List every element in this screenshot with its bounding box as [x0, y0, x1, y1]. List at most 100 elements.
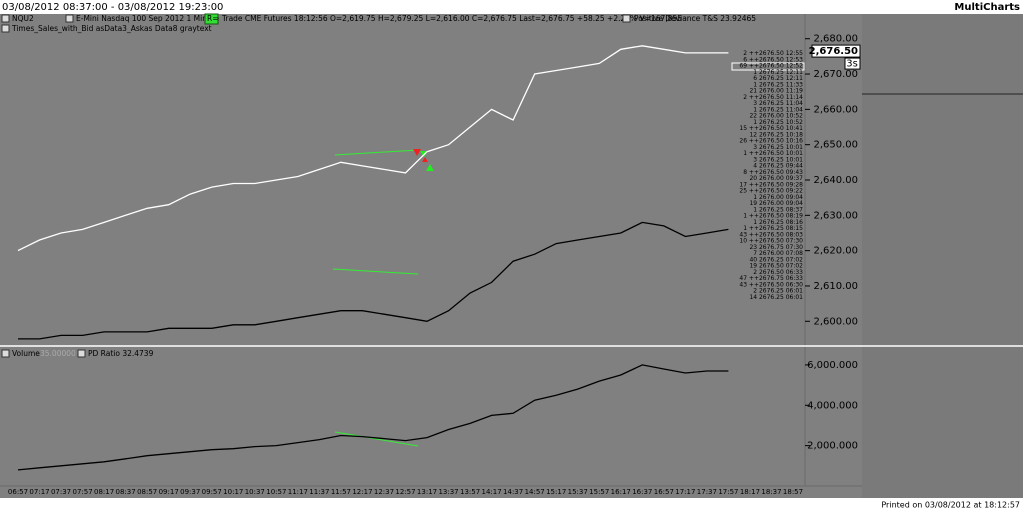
y-tick-label: 2,660.00 [813, 104, 858, 115]
x-tick-label: 15:57 [589, 488, 609, 496]
x-tick-label: 18:37 [761, 488, 781, 496]
time-and-sales-row: 2 2676.25 06:01 [753, 288, 803, 295]
last-price-box [811, 44, 861, 58]
sell-arrow [422, 157, 428, 162]
time-and-sales-row: 19 2676.00 09:04 [749, 200, 803, 207]
x-tick-label: 17:17 [675, 488, 695, 496]
x-tick-label: 17:37 [697, 488, 717, 496]
quote: Trade CME Futures 18:12:56 O=2,619.75 H=… [221, 14, 682, 23]
sell-arrow [413, 149, 421, 156]
time-and-sales-row: 1 2676.00 09:04 [753, 194, 803, 201]
chart-background [0, 14, 1023, 498]
time-and-sales-row: 14 2676.25 06:01 [749, 294, 803, 301]
x-tick-label: 08:17 [94, 488, 114, 496]
x-tick-label: 16:57 [654, 488, 674, 496]
title-bar [0, 0, 1023, 14]
time-and-sales-row: 12 2676.25 10:18 [749, 131, 803, 138]
time-and-sales-row: 21 2676.00 11:19 [749, 88, 803, 95]
x-tick-label: 14:57 [525, 488, 545, 496]
study2: Times_Sales_with_Bid asData3_Askas Data8… [11, 24, 212, 33]
x-tick-label: 09:57 [202, 488, 222, 496]
time-and-sales-row: 23 2676.75 07:30 [749, 244, 803, 251]
x-tick-label: 08:37 [116, 488, 136, 496]
x-tick-label: 13:37 [438, 488, 458, 496]
time-and-sales-row: 2 ++2676.50 12:55 [743, 50, 803, 57]
x-tick-label: 11:17 [288, 488, 308, 496]
volume-label: Volume [12, 349, 40, 358]
time-and-sales-row: 1 2676.25 12:11 [753, 69, 803, 76]
time-and-sales-row: 43 ++2676.50 08:03 [739, 231, 803, 238]
checkbox[interactable] [77, 349, 86, 358]
checkbox[interactable] [1, 24, 10, 33]
badge-box [204, 13, 219, 25]
time-and-sales-row: 1 ++2676.25 08:15 [743, 225, 803, 232]
trend-line [334, 431, 419, 447]
time-and-sales-row: 15 ++2676.50 10:41 [739, 125, 803, 132]
checkbox[interactable] [1, 349, 10, 358]
time-and-sales-row: 2 2676.50 06:33 [753, 269, 803, 276]
badge: R= [207, 14, 219, 23]
x-tick-label: 13:17 [417, 488, 437, 496]
time-and-sales-row: 22 2676.00 10:52 [749, 113, 803, 120]
x-tick-label: 16:17 [611, 488, 631, 496]
series-line [18, 221, 729, 340]
last-price-label: 2,676.50 [809, 46, 858, 57]
x-tick-label: 14:17 [482, 488, 502, 496]
checkbox[interactable] [65, 14, 74, 23]
time-and-sales-row: 1 2676.25 10:52 [753, 119, 803, 126]
time-and-sales-row: 25 ++2676.50 09:22 [739, 188, 803, 195]
x-tick-label: 18:17 [740, 488, 760, 496]
time-and-sales-row: 1 2676.25 08:37 [753, 206, 803, 213]
profile-area [862, 14, 1023, 498]
x-tick-label: 09:17 [159, 488, 179, 496]
x-tick-label: 16:37 [632, 488, 652, 496]
time-and-sales-row: 3 2676.25 10:01 [753, 144, 803, 151]
x-tick-label: 12:17 [352, 488, 372, 496]
time-and-sales-row: 47 ++2676.75 06:33 [739, 275, 803, 282]
y-tick-label: 2,610.00 [813, 281, 858, 292]
y-tick-label: 2,640.00 [813, 175, 858, 186]
time-and-sales-row: 10 ++2676.50 07:30 [739, 238, 803, 245]
time-and-sales-row: 1 ++2676.50 08:19 [743, 213, 803, 220]
y-tick-label: 2,600.00 [813, 316, 858, 327]
footer-bar [0, 498, 1023, 511]
time-and-sales-row: 4 2676.25 09:44 [753, 163, 803, 170]
x-tick-label: 15:37 [568, 488, 588, 496]
time-and-sales-row: 2 ++2676.50 11:14 [743, 94, 803, 101]
y-tick-label: 4,000.000 [807, 400, 858, 411]
x-tick-label: 18:57 [783, 488, 803, 496]
x-tick-label: 17:57 [718, 488, 738, 496]
timer-box [844, 57, 861, 70]
time-and-sales-row: 7 2676.00 07:08 [753, 250, 803, 257]
time-and-sales-row: 20 2676.00 09:37 [749, 175, 803, 182]
x-tick-label: 13:57 [460, 488, 480, 496]
y-tick-label: 6,000.000 [807, 360, 858, 371]
time-and-sales-row: 69 ++2676.50 12:52 [739, 63, 803, 70]
checkbox[interactable] [622, 14, 631, 23]
x-tick-label: 09:37 [180, 488, 200, 496]
x-tick-label: 12:57 [395, 488, 415, 496]
time-and-sales-row: 1 2676.25 11:04 [753, 106, 803, 113]
x-tick-label: 11:57 [331, 488, 351, 496]
series-line [17, 45, 729, 252]
time-and-sales-row: 6 ++2676.50 12:53 [743, 56, 803, 63]
x-tick-label: 11:37 [309, 488, 329, 496]
instrument: E-Mini Nasdaq 100 Sep 2012 1 Minute [76, 14, 220, 23]
time-and-sales-row: 3 2676.25 11:04 [753, 100, 803, 107]
volume-value: 35.00000 [40, 349, 76, 358]
footer-text: Printed on 03/08/2012 at 18:12:57 [881, 501, 1020, 510]
x-tick-label: 06:57 [8, 488, 28, 496]
x-tick-label: 08:57 [137, 488, 157, 496]
timer: 3s [846, 59, 858, 70]
x-tick-label: 15:17 [546, 488, 566, 496]
x-tick-label: 12:37 [374, 488, 394, 496]
time-and-sales-row: 1 2676.25 11:33 [753, 81, 803, 88]
y-tick-label: 2,680.00 [813, 34, 858, 45]
x-tick-label: 10:57 [266, 488, 286, 496]
time-and-sales-row: 19 2676.50 07:02 [749, 263, 803, 270]
checkbox[interactable] [1, 14, 10, 23]
symbol: NQU2 [12, 14, 34, 23]
time-and-sales-row: 17 ++2676.50 09:28 [739, 181, 803, 188]
time-and-sales-row: 1 2676.25 08:16 [753, 219, 803, 226]
